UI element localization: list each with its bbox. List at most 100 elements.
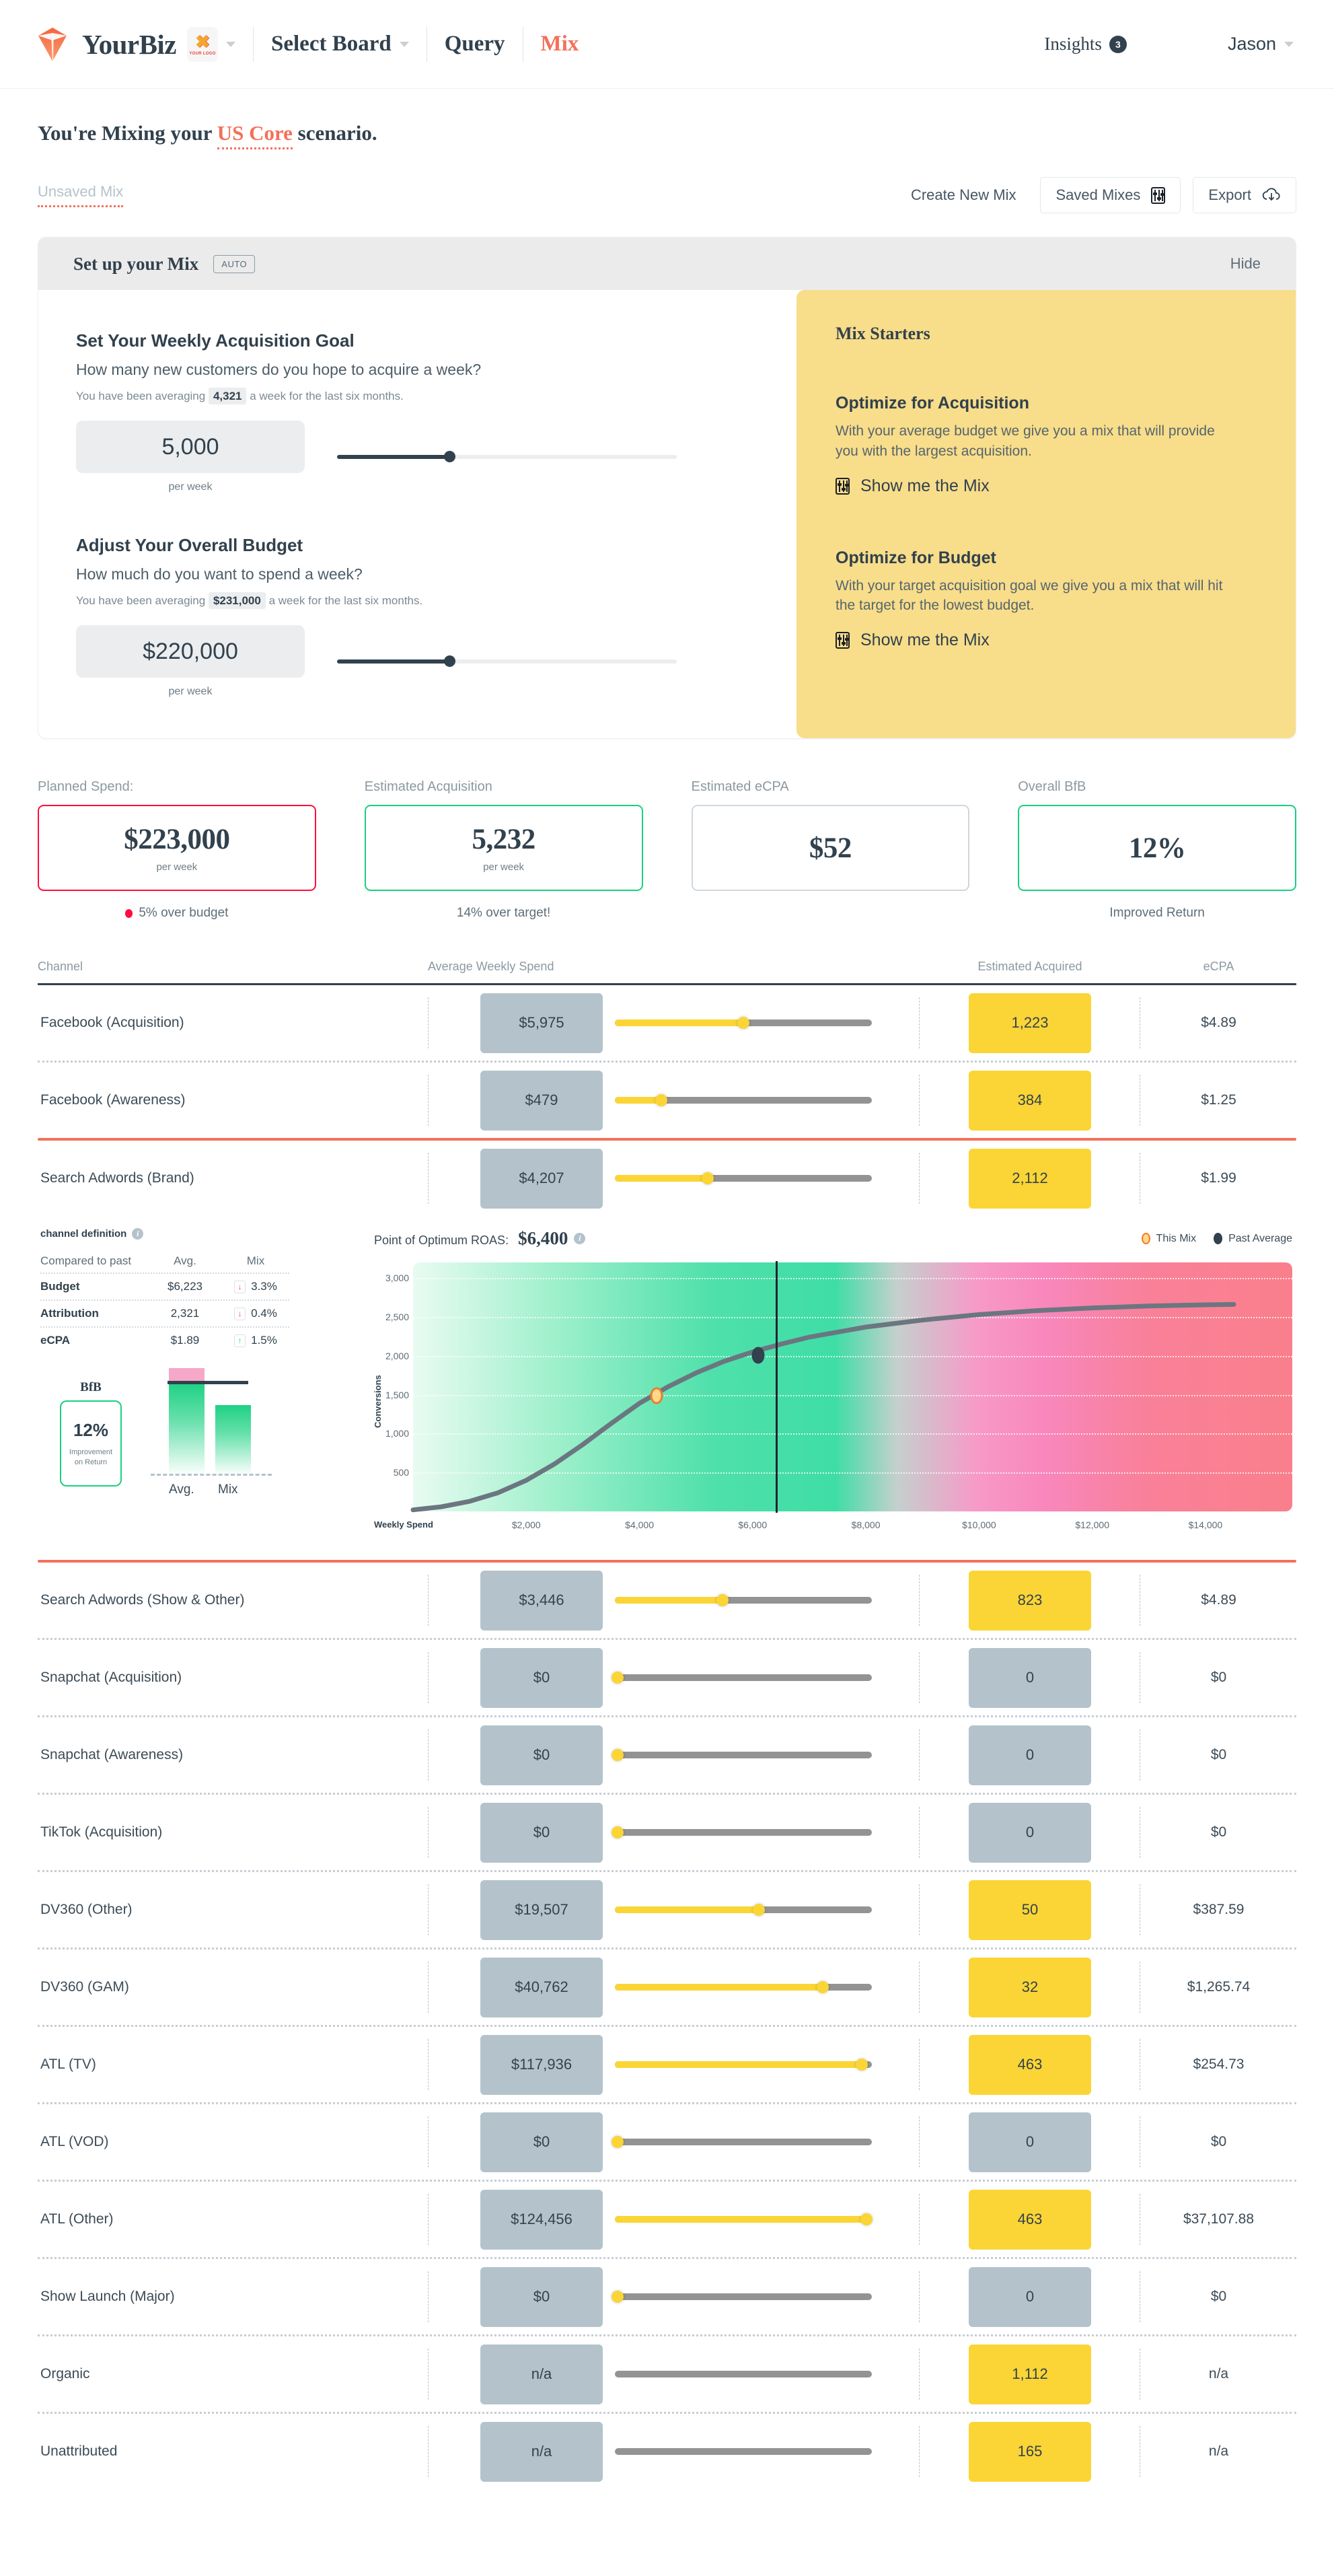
spend-slider[interactable] <box>615 2371 872 2377</box>
budget-note: You have been averaging $231,000 a week … <box>76 592 796 609</box>
acquisition-goal-input[interactable]: 5,000 <box>76 421 305 473</box>
mix-starters-panel: Mix Starters Optimize for Acquisition Wi… <box>796 290 1296 738</box>
spend-input[interactable]: $0 <box>480 1802 603 1863</box>
budget-input[interactable]: $220,000 <box>76 625 305 678</box>
spend-slider[interactable] <box>611 2291 872 2303</box>
saved-mixes-button[interactable]: Saved Mixes <box>1040 177 1181 213</box>
channel-acquired-cell: 384 <box>919 1063 1141 1138</box>
spend-slider[interactable] <box>615 1981 872 1993</box>
spend-input[interactable]: $40,762 <box>480 1957 603 2017</box>
spend-input[interactable]: $0 <box>480 2112 603 2172</box>
spend-slider-knob[interactable] <box>611 2291 624 2303</box>
table-row[interactable]: Search Adwords (Brand) $4,207 2,112 $1.99 <box>38 1141 1296 1216</box>
nav-item-mix[interactable]: Mix <box>540 32 579 56</box>
nav-item-select-board[interactable]: Select Board <box>271 32 409 57</box>
acquisition-slider-knob[interactable] <box>443 451 455 462</box>
spend-slider[interactable] <box>615 1094 872 1106</box>
insights-button[interactable]: Insights 3 <box>1044 34 1127 55</box>
table-row[interactable]: Organic n/a 1,112 n/a <box>38 2336 1296 2412</box>
table-row[interactable]: ATL (VOD) $0 0 $0 <box>38 2104 1296 2180</box>
info-icon[interactable]: i <box>132 1228 144 1240</box>
budget-slider-knob[interactable] <box>443 655 455 667</box>
table-row[interactable]: Facebook (Acquisition) $5,975 1,223 $4.89 <box>38 985 1296 1061</box>
spend-slider-knob[interactable] <box>817 1981 829 1993</box>
chart-legend: This Mix Past Average <box>1141 1233 1292 1245</box>
select-board-chevron-down-icon[interactable] <box>399 41 409 47</box>
spend-slider[interactable] <box>615 1904 872 1916</box>
spend-input[interactable]: $5,975 <box>480 993 603 1053</box>
spend-slider[interactable] <box>611 1672 872 1684</box>
spend-input[interactable]: $0 <box>480 2266 603 2327</box>
setup-card-header: Set up your Mix AUTO Hide <box>38 238 1296 290</box>
table-row[interactable]: Facebook (Awareness) $479 384 $1.25 <box>38 1063 1296 1138</box>
acquisition-goal-slider[interactable] <box>337 451 677 462</box>
table-row[interactable]: DV360 (GAM) $40,762 32 $1,265.74 <box>38 1949 1296 2025</box>
table-row[interactable]: DV360 (Other) $19,507 50 $387.59 <box>38 1872 1296 1947</box>
table-row[interactable]: Snapchat (Awareness) $0 0 $0 <box>38 1717 1296 1793</box>
info-icon[interactable]: i <box>574 1233 586 1244</box>
channel-definition-link[interactable]: channel definition i <box>40 1228 374 1240</box>
table-row[interactable]: Unattributed n/a 165 n/a <box>38 2414 1296 2489</box>
mix-starter-budget-link[interactable]: Show me the Mix <box>836 631 1258 650</box>
spend-slider[interactable] <box>615 1172 872 1184</box>
spend-slider-knob[interactable] <box>655 1094 667 1106</box>
spend-slider-knob[interactable] <box>855 2059 868 2071</box>
spend-slider-knob[interactable] <box>701 1172 714 1184</box>
spend-slider[interactable] <box>611 2136 872 2148</box>
spend-slider-knob[interactable] <box>752 1904 765 1916</box>
table-row[interactable]: Search Adwords (Show & Other) $3,446 823 $4… <box>38 1563 1296 1638</box>
channel-acquired-cell: 0 <box>919 1717 1141 1793</box>
table-row[interactable]: Show Launch (Major) $0 0 $0 <box>38 2259 1296 2334</box>
spend-slider-knob[interactable] <box>611 2136 624 2148</box>
spend-input[interactable]: $3,446 <box>480 1570 603 1631</box>
table-row[interactable]: ATL (TV) $117,936 463 $254.73 <box>38 2027 1296 2102</box>
spend-slider-knob[interactable] <box>860 2213 873 2225</box>
kpi-value-box: 12% <box>1018 805 1296 891</box>
spend-slider-knob[interactable] <box>611 1749 624 1761</box>
spend-slider[interactable] <box>615 1017 872 1029</box>
create-new-mix-button[interactable]: Create New Mix <box>899 186 1028 204</box>
spend-input[interactable]: $19,507 <box>480 1880 603 1940</box>
table-row[interactable]: Snapchat (Acquisition) $0 0 $0 <box>38 1640 1296 1715</box>
top-navigation-bar: YourBiz ✖ YOUR LOGO Select Board Query M… <box>0 0 1334 89</box>
spend-input[interactable]: n/a <box>480 2344 603 2404</box>
spend-slider[interactable] <box>611 1749 872 1761</box>
user-chevron-down-icon[interactable] <box>1284 41 1294 47</box>
spend-slider[interactable] <box>611 1826 872 1838</box>
budget-slider[interactable] <box>337 655 677 667</box>
channel-name: Search Adwords (Show & Other) <box>40 1592 245 1608</box>
export-button[interactable]: Export <box>1193 177 1296 213</box>
spend-slider-knob[interactable] <box>716 1594 729 1606</box>
spend-input[interactable]: $0 <box>480 1647 603 1708</box>
spend-input[interactable]: $117,936 <box>480 2034 603 2095</box>
row-divider <box>38 1715 1296 1717</box>
spend-input[interactable]: $0 <box>480 1725 603 1785</box>
spend-slider[interactable] <box>615 1594 872 1606</box>
spend-slider-knob[interactable] <box>611 1826 624 1838</box>
unsaved-mix-name[interactable]: Unsaved Mix <box>38 183 124 207</box>
user-menu[interactable]: Jason <box>1228 34 1294 55</box>
hide-setup-link[interactable]: Hide <box>1230 255 1261 272</box>
spend-slider-knob[interactable] <box>611 1672 624 1684</box>
account-chevron-down-icon[interactable] <box>226 41 235 47</box>
nav-item-query[interactable]: Query <box>444 32 505 56</box>
channel-name: Unattributed <box>40 2443 118 2459</box>
account-logo-chip[interactable]: ✖ YOUR LOGO <box>187 26 218 62</box>
scenario-name-link[interactable]: US Core <box>217 121 293 149</box>
spend-slider-knob[interactable] <box>737 1017 749 1029</box>
legend-item-past-average: Past Average <box>1214 1233 1292 1245</box>
y-axis-tick: 2,000 <box>385 1350 409 1361</box>
channel-name: Facebook (Acquisition) <box>40 1015 184 1030</box>
spend-slider[interactable] <box>615 2448 872 2455</box>
spend-input[interactable]: $124,456 <box>480 2189 603 2250</box>
auto-badge[interactable]: AUTO <box>213 254 256 273</box>
row-divider <box>38 2180 1296 2182</box>
spend-input[interactable]: n/a <box>480 2421 603 2482</box>
spend-slider[interactable] <box>615 2213 873 2225</box>
table-row[interactable]: ATL (Other) $124,456 463 $37,107.88 <box>38 2182 1296 2257</box>
spend-input[interactable]: $479 <box>480 1070 603 1131</box>
mix-starter-acquisition-link[interactable]: Show me the Mix <box>836 476 1258 496</box>
table-row[interactable]: TikTok (Acquisition) $0 0 $0 <box>38 1795 1296 1870</box>
spend-slider[interactable] <box>615 2059 872 2071</box>
spend-input[interactable]: $4,207 <box>480 1148 603 1209</box>
